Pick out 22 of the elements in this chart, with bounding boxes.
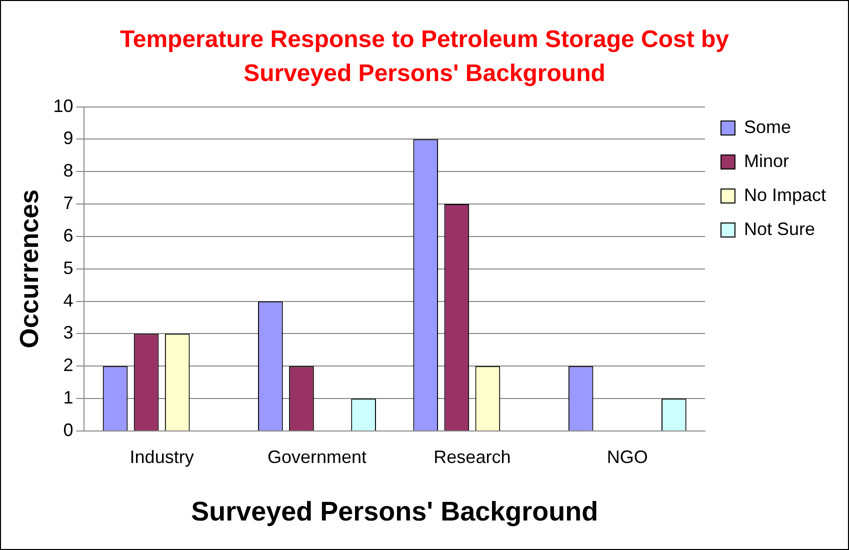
legend-label: Some [744, 116, 792, 137]
y-tick-label: 6 [63, 225, 74, 246]
x-tick-label: NGO [606, 446, 648, 467]
y-tick-label: 5 [63, 258, 74, 278]
y-tick-label: 4 [63, 290, 74, 310]
chart-title: Temperature Response to Petroleum Storage Cost by Surveyed Persons' Background [118, 25, 730, 89]
x-tick-label: Industry [130, 446, 194, 467]
x-tick-label: Government [267, 446, 367, 467]
y-tick-label: 2 [63, 355, 74, 376]
legend-label: Minor [744, 150, 789, 171]
y-tick-label: 1 [63, 388, 74, 408]
legend-label: No Impact [744, 184, 826, 205]
y-tick-label: 10 [53, 96, 74, 116]
x-tick-label: Research [434, 446, 511, 467]
y-tick-label: 7 [63, 193, 74, 214]
legend-label: Not Sure [744, 218, 816, 239]
y-tick-label: 0 [63, 420, 74, 440]
y-axis-title: Occurrences [14, 189, 44, 348]
y-tick-label: 8 [63, 160, 74, 181]
x-axis-title: Surveyed Persons' Background [191, 496, 598, 526]
y-tick-label: 3 [63, 322, 74, 343]
y-tick-label: 9 [63, 128, 74, 148]
